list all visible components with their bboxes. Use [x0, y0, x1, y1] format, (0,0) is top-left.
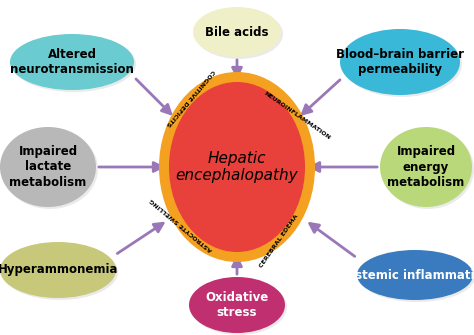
Ellipse shape	[380, 127, 472, 207]
Ellipse shape	[2, 244, 118, 300]
Ellipse shape	[189, 277, 285, 333]
Ellipse shape	[342, 31, 462, 97]
Ellipse shape	[2, 129, 98, 209]
Ellipse shape	[191, 279, 287, 335]
Text: Blood–brain barrier
permeability: Blood–brain barrier permeability	[336, 48, 464, 76]
Ellipse shape	[382, 129, 474, 209]
Ellipse shape	[169, 82, 305, 252]
Ellipse shape	[0, 242, 116, 298]
Text: NEUROINFLAMMATION: NEUROINFLAMMATION	[263, 90, 331, 140]
Text: Hyperammonemia: Hyperammonemia	[0, 264, 118, 276]
Text: Impaired
lactate
metabolism: Impaired lactate metabolism	[9, 145, 87, 189]
Ellipse shape	[195, 9, 283, 59]
Ellipse shape	[12, 36, 136, 92]
Ellipse shape	[159, 72, 315, 262]
Ellipse shape	[359, 252, 474, 302]
Text: COGNITIVE DEFICITS: COGNITIVE DEFICITS	[165, 69, 215, 127]
Text: Oxidative
stress: Oxidative stress	[205, 291, 269, 319]
Text: Systemic inflammation: Systemic inflammation	[339, 268, 474, 281]
Ellipse shape	[340, 29, 460, 95]
Text: Altered
neurotransmission: Altered neurotransmission	[10, 48, 134, 76]
Ellipse shape	[193, 7, 281, 57]
Text: Bile acids: Bile acids	[205, 25, 269, 39]
Text: ASTROCYTE SWELLING: ASTROCYTE SWELLING	[149, 197, 213, 253]
Ellipse shape	[357, 250, 473, 300]
Ellipse shape	[0, 127, 96, 207]
Ellipse shape	[10, 34, 134, 90]
Text: Hepatic
encephalopathy: Hepatic encephalopathy	[176, 151, 298, 183]
Text: CEREBRAL EDEMA: CEREBRAL EDEMA	[259, 213, 299, 268]
Text: Impaired
energy
metabolism: Impaired energy metabolism	[387, 145, 465, 189]
